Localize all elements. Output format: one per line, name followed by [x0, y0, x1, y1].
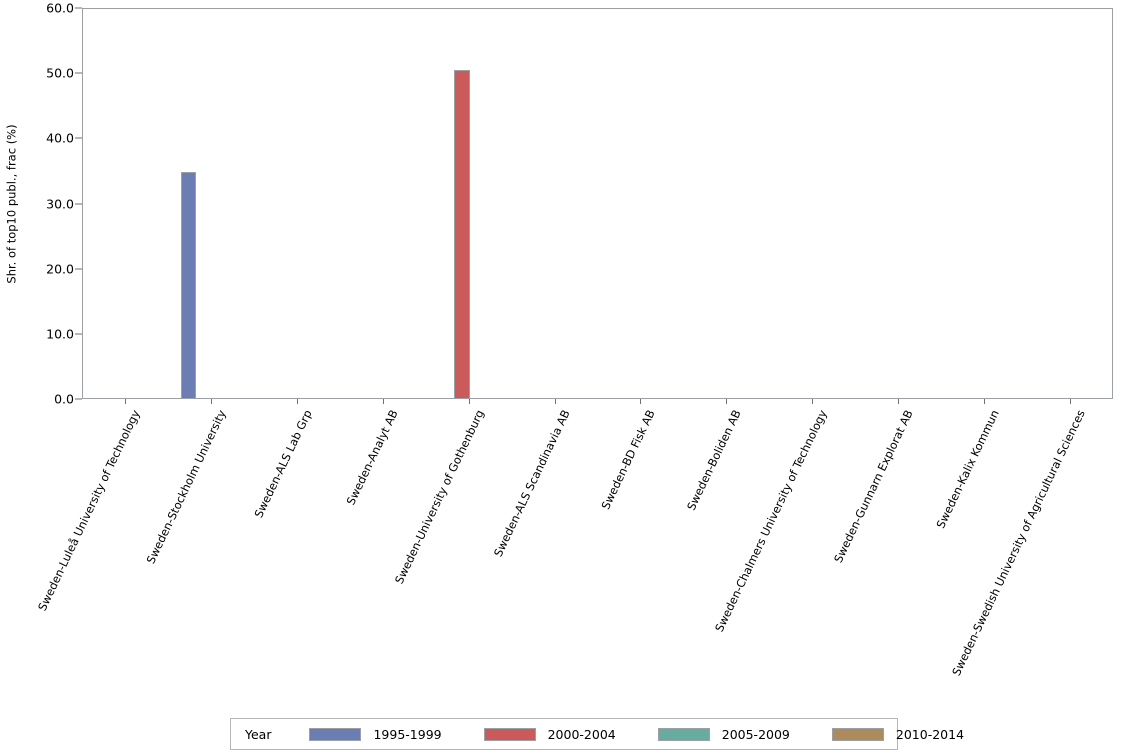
x-axis-tick-mark	[984, 399, 986, 404]
legend-entry-label: 2010-2014	[895, 726, 965, 742]
x-axis-tick-label-text: Sweden-Gunnarn Explorat AB	[832, 408, 916, 565]
x-axis-tick-mark	[1070, 399, 1072, 404]
x-axis-tick-mark	[726, 399, 728, 404]
legend-entry-label: 2000-2004	[547, 726, 616, 742]
legend-entry-label: 1995-1999	[373, 726, 442, 742]
x-axis-tick-mark	[210, 399, 212, 404]
y-axis-tick-mark	[75, 137, 82, 139]
y-axis-tick-label: 60.0	[46, 0, 74, 16]
x-axis-tick-label-text: Sweden-Analyt AB	[344, 408, 401, 508]
x-axis-tick-label-text: Sweden-ALS Lab Grp	[252, 408, 315, 520]
y-axis-tick-mark	[75, 72, 82, 74]
y-axis-tick-mark	[75, 398, 82, 400]
x-axis-tick-mark	[382, 399, 384, 404]
y-axis-tick-label: 40.0	[46, 130, 74, 146]
legend-entry[interactable]: 1995-1999	[309, 726, 442, 742]
legend-entries: 1995-1999 2000-2004 2005-2009 2010-2014	[309, 727, 1006, 742]
y-axis-tick-mark	[75, 333, 82, 335]
x-axis-tick-mark	[296, 399, 298, 404]
legend-color-swatch	[309, 727, 362, 741]
x-axis-tick-label-text: Sweden-University of Gothenburg	[392, 408, 487, 587]
y-axis-tick-mark	[75, 268, 82, 270]
y-axis-tick-label: 30.0	[46, 196, 74, 211]
x-axis-tick-label-text: Sweden-BD Fisk AB	[599, 408, 659, 512]
x-axis-tick-mark	[898, 399, 900, 404]
x-axis-tick-label-text: Sweden-Stockholm University	[144, 408, 229, 566]
x-axis-tick-label-text: Sweden-Kalix Kommun	[934, 408, 1002, 531]
y-axis-tick-label: 20.0	[46, 261, 74, 277]
legend-color-swatch	[657, 727, 710, 741]
x-axis-tick-label-text: Sweden-Chalmers University of Technology	[713, 408, 831, 635]
bar	[454, 69, 470, 398]
y-axis-tick-label: 0.0	[54, 391, 74, 407]
y-axis-tick-label: 10.0	[46, 326, 74, 342]
x-axis-tick-mark	[554, 399, 556, 404]
legend-entry[interactable]: 2000-2004	[483, 726, 616, 742]
legend-color-swatch	[831, 727, 884, 741]
y-axis-tick-mark	[75, 203, 82, 204]
x-axis-tick-label-text: Sweden-Luleå University of Technology	[35, 408, 143, 613]
legend-color-swatch	[483, 727, 536, 741]
x-axis-tick-mark	[812, 399, 814, 404]
x-axis-tick-mark	[124, 399, 126, 404]
legend-entry-label: 2005-2009	[721, 726, 790, 742]
x-axis-tick-mark	[640, 399, 642, 404]
x-axis-tick-label-text: Sweden-Boliden AB	[685, 408, 745, 513]
y-axis-tick-mark	[75, 7, 82, 9]
plot-area	[82, 8, 1113, 399]
legend-entry[interactable]: 2010-2014	[831, 726, 965, 742]
x-axis-tick-mark	[468, 399, 470, 404]
bar	[180, 171, 197, 398]
legend: Year 1995-1999 2000-2004 2005-2009 2010-201…	[230, 718, 964, 750]
x-axis-tick-label-text: Sweden-ALS Scandinavia AB	[491, 408, 573, 559]
legend-entry[interactable]: 2005-2009	[657, 726, 790, 742]
legend-title: Year	[245, 726, 272, 742]
y-axis-tick-label: 50.0	[46, 65, 74, 81]
